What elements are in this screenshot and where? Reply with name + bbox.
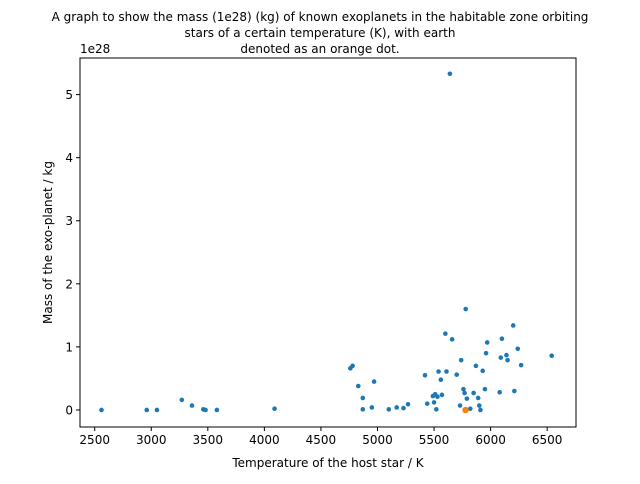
exoplanet-point — [371, 379, 377, 384]
y-tick-label: 1 — [65, 340, 73, 354]
exoplanet-point — [401, 405, 406, 411]
exoplanet-point — [461, 386, 466, 392]
exoplanet-point — [515, 346, 521, 352]
exoplanet-point — [518, 362, 524, 368]
exoplanet-point — [498, 355, 504, 360]
plot-frame — [79, 57, 577, 428]
exoplanet-point — [443, 331, 448, 336]
exoplanet-point — [369, 405, 375, 410]
exoplanet-point — [435, 394, 440, 400]
exoplanet-point — [394, 405, 400, 410]
data-points — [99, 71, 554, 414]
y-tick-label: 5 — [65, 88, 73, 102]
x-tick-label: 6000 — [475, 433, 506, 447]
y-tick-label: 0 — [65, 403, 73, 417]
exoplanet-point — [467, 406, 473, 412]
exoplanet-point — [422, 372, 428, 378]
chart-title-line-1: A graph to show the mass (1e28) (kg) of … — [52, 10, 589, 24]
x-tick-label: 3500 — [193, 433, 224, 447]
exoplanet-point — [424, 401, 430, 406]
x-axis-ticks: 2500 3000 3500 4000 4500 5000 5500 6000 6500 — [79, 427, 562, 447]
exoplanet-point — [436, 369, 441, 374]
y-axis-ticks: 0 1 2 3 4 5 — [65, 88, 80, 417]
y-offset-label: 1e28 — [80, 42, 110, 56]
exoplanet-point — [458, 357, 464, 363]
exoplanet-point — [431, 400, 437, 405]
x-tick-label: 4000 — [249, 433, 280, 447]
chart-title-line-2: stars of a certain temperature (K), with… — [185, 26, 456, 40]
exoplanet-point — [484, 340, 490, 345]
exoplanet-point — [439, 392, 445, 398]
exoplanet-point — [434, 407, 439, 412]
exoplanet-point — [457, 403, 463, 408]
exoplanet-point — [478, 407, 483, 413]
exoplanet-point — [497, 390, 502, 395]
exoplanet-point — [99, 407, 104, 413]
earth-point — [462, 406, 469, 414]
exoplanet-point — [480, 368, 485, 374]
exoplanet-point — [360, 395, 366, 401]
y-tick-label: 4 — [65, 151, 73, 165]
exoplanet-point — [464, 396, 470, 401]
x-tick-label: 5000 — [362, 433, 393, 447]
x-tick-label: 4500 — [306, 433, 337, 447]
x-tick-label: 5500 — [419, 433, 450, 447]
exoplanet-point — [483, 350, 489, 356]
exoplanet-point — [482, 386, 488, 392]
y-axis-label: Mass of the exo-planet / kg — [41, 161, 55, 324]
x-tick-label: 6500 — [532, 433, 563, 447]
exoplanet-point — [360, 407, 366, 412]
exoplanet-point — [154, 407, 160, 413]
exoplanet-point — [475, 395, 481, 401]
exoplanet-point — [463, 306, 469, 312]
y-tick-label: 3 — [65, 214, 73, 228]
y-tick-label: 2 — [65, 277, 73, 291]
exoplanet-point — [438, 377, 444, 382]
exoplanet-point — [454, 372, 459, 377]
exoplanet-point — [144, 407, 150, 413]
x-tick-label: 2500 — [79, 433, 110, 447]
chart-title-line-3: denoted as an orange dot. — [240, 42, 399, 56]
exoplanet-point — [386, 407, 392, 412]
exoplanet-point — [505, 357, 510, 363]
exoplanet-point — [504, 352, 509, 358]
x-tick-label: 3000 — [136, 433, 167, 447]
exoplanet-point — [476, 403, 482, 408]
exoplanet-point — [405, 401, 411, 407]
exoplanet-point — [499, 336, 505, 341]
exoplanet-point — [350, 363, 355, 369]
exoplanet-point — [549, 353, 554, 359]
exoplanet-point — [189, 403, 195, 408]
exoplanet-point — [512, 388, 517, 394]
exoplanet-point — [203, 407, 208, 413]
exoplanet-point — [447, 71, 453, 77]
exoplanet-point — [355, 383, 361, 389]
exoplanet-point — [510, 323, 516, 328]
exoplanet-point — [449, 337, 455, 342]
exoplanet-point — [473, 363, 479, 369]
exoplanet-point — [444, 369, 449, 374]
exoplanet-point — [179, 397, 185, 403]
exoplanet-point — [272, 406, 277, 412]
exoplanet-point — [471, 390, 476, 396]
x-axis-label: Temperature of the host star / K — [231, 456, 424, 470]
exoplanet-point — [462, 390, 467, 396]
exoplanet-point — [214, 407, 220, 413]
